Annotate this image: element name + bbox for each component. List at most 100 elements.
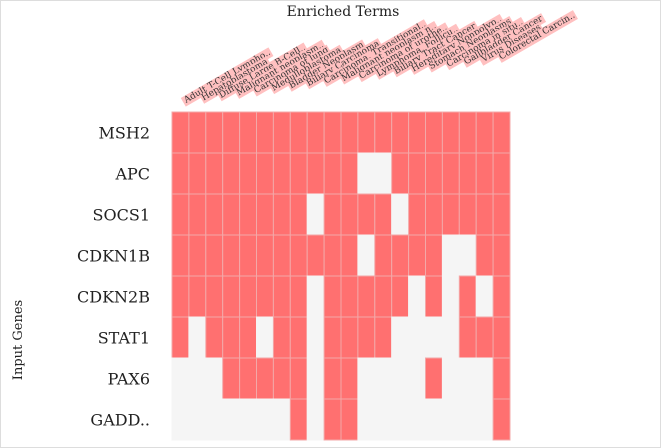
heatmap-cell [357, 357, 376, 400]
heatmap-cell [425, 234, 443, 277]
heatmap-cell [374, 275, 393, 318]
heatmap-cell [188, 234, 207, 277]
heatmap-cell [256, 193, 274, 236]
heatmap-cell [374, 316, 393, 359]
heatmap-cell [171, 398, 190, 441]
heatmap-cell [272, 316, 291, 359]
heatmap-cell [475, 193, 494, 236]
heatmap-cell [256, 111, 274, 154]
heatmap-cell [323, 357, 342, 400]
heatmap-cell [458, 316, 477, 359]
heatmap-cell [171, 152, 190, 195]
heatmap-cell [323, 316, 342, 359]
heatmap-cell [188, 275, 207, 318]
heatmap-cell [374, 357, 393, 400]
heatmap-cell [323, 398, 342, 441]
heatmap-cell [391, 152, 410, 195]
heatmap-cell [458, 357, 477, 400]
heatmap-cell [171, 234, 190, 277]
heatmap-cell [374, 234, 393, 277]
heatmap-cell [492, 357, 511, 400]
heatmap-cell [205, 152, 224, 195]
heatmap-cell [188, 111, 207, 154]
heatmap-cell [441, 193, 460, 236]
heatmap-cell [289, 193, 308, 236]
heatmap-cell [408, 275, 427, 318]
heatmap-cell [340, 398, 359, 441]
heatmap-cell [239, 275, 258, 318]
heatmap-cell [188, 357, 207, 400]
heatmap-cell [391, 357, 410, 400]
heatmap-cell [222, 357, 241, 400]
heatmap-cell [357, 152, 376, 195]
heatmap-cell [171, 316, 190, 359]
heatmap-cell [289, 357, 308, 400]
heatmap-cell [222, 193, 241, 236]
heatmap-cell [425, 357, 443, 400]
row-label: GADD.. [90, 411, 150, 430]
heatmap-cell [171, 111, 190, 154]
heatmap-cell [492, 152, 511, 195]
heatmap-cell [222, 316, 241, 359]
heatmap-cell [374, 111, 393, 154]
heatmap-cell [374, 398, 393, 441]
heatmap-cell [441, 152, 460, 195]
row-labels: MSH2 APC SOCS1 CDKN1B CDKN2B STAT1 PAX6 GADD.. [77, 124, 150, 430]
heatmap-cell [272, 111, 291, 154]
heatmap-cell [425, 193, 443, 236]
heatmap-cell [357, 111, 376, 154]
heatmap-cell [256, 398, 274, 441]
heatmap-cell [492, 316, 511, 359]
heatmap-cell [441, 275, 460, 318]
heatmap-cell [340, 111, 359, 154]
heatmap-cell [458, 234, 477, 277]
heatmap-cell [289, 275, 308, 318]
heatmap-cell [188, 316, 207, 359]
heatmap-cell [306, 234, 325, 277]
column-labels: Adult T-Cell Lympho..HepatoblastomaDiffu… [180, 10, 578, 107]
heatmap-cell [425, 111, 443, 154]
heatmap-cell [391, 234, 410, 277]
heatmap-cell [391, 398, 410, 441]
heatmap-cell [357, 275, 376, 318]
heatmap-cell [256, 152, 274, 195]
heatmap-cell [205, 357, 224, 400]
heatmap-cell [391, 193, 410, 236]
heatmap-cell [357, 316, 376, 359]
heatmap-cell [272, 234, 291, 277]
row-label: APC [114, 165, 150, 184]
heatmap-cell [188, 152, 207, 195]
heatmap-cell [408, 111, 427, 154]
heatmap-cell [306, 357, 325, 400]
heatmap-cell [205, 398, 224, 441]
heatmap-cell [475, 316, 494, 359]
heatmap-cell [458, 152, 477, 195]
heatmap-cell [239, 193, 258, 236]
heatmap-cell [425, 152, 443, 195]
heatmap-cell [205, 193, 224, 236]
heatmap-cell [222, 152, 241, 195]
heatmap-cell [222, 111, 241, 154]
heatmap-cell [357, 193, 376, 236]
heatmap-cell [357, 398, 376, 441]
heatmap-cell [239, 234, 258, 277]
heatmap-cell [289, 111, 308, 154]
heatmap-cell [408, 398, 427, 441]
heatmap-cell [408, 357, 427, 400]
heatmap-cell [492, 234, 511, 277]
heatmap-cell [425, 398, 443, 441]
heatmap-cell [458, 275, 477, 318]
heatmap-cell [205, 316, 224, 359]
heatmap-cell [323, 234, 342, 277]
heatmap-cell [239, 152, 258, 195]
heatmap-cell [340, 193, 359, 236]
heatmap-cell [222, 398, 241, 441]
heatmap-cell [272, 193, 291, 236]
heatmap-cell [272, 398, 291, 441]
row-label: MSH2 [99, 124, 150, 143]
heatmap-cell [188, 398, 207, 441]
heatmap-cell [475, 111, 494, 154]
heatmap-cell [357, 234, 376, 277]
heatmap-cell [408, 152, 427, 195]
